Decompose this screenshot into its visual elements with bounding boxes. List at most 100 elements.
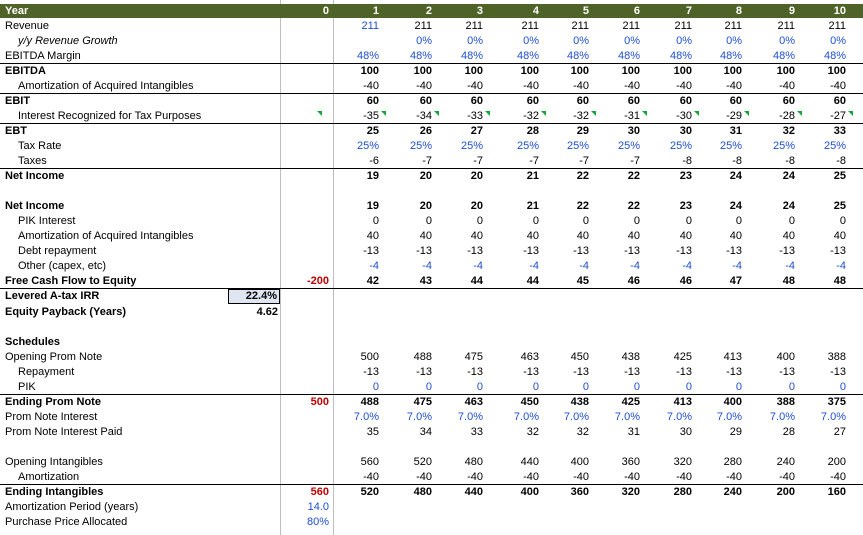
cell-6[interactable]: 22 xyxy=(627,170,640,182)
cell-9[interactable]: 388 xyxy=(776,396,795,408)
year-header-4[interactable]: 4 xyxy=(532,4,539,17)
cell-9[interactable]: -28 xyxy=(779,109,795,122)
cell-9[interactable]: 24 xyxy=(782,170,795,182)
cell-9[interactable]: 32 xyxy=(782,125,795,137)
cell-3[interactable]: -13 xyxy=(467,245,483,257)
cell-1[interactable]: -40 xyxy=(363,79,379,92)
cell-7[interactable]: -4 xyxy=(682,260,692,272)
cell-6[interactable]: -40 xyxy=(624,79,640,92)
cell-3[interactable]: 475 xyxy=(464,351,483,363)
cell-9[interactable]: -4 xyxy=(785,260,795,272)
cell-4[interactable]: -40 xyxy=(523,470,539,483)
cell-3[interactable]: 60 xyxy=(470,95,483,107)
row-label[interactable]: Amortization of Acquired Intangibles xyxy=(18,230,194,242)
cell-7[interactable]: 40 xyxy=(679,230,692,242)
cell-7[interactable]: 0 xyxy=(685,215,692,227)
cell-3[interactable]: 463 xyxy=(464,396,483,408)
cell-8[interactable]: 47 xyxy=(729,274,742,287)
cell-7[interactable]: -13 xyxy=(676,245,692,257)
cell-5[interactable]: 450 xyxy=(570,351,589,363)
row-label[interactable]: Prom Note Interest Paid xyxy=(5,426,123,438)
cell-8[interactable]: 48% xyxy=(719,49,742,62)
row-label[interactable]: Ending Prom Note xyxy=(5,396,101,408)
cell-1[interactable]: 60 xyxy=(366,95,379,107)
cell-8[interactable]: 40 xyxy=(729,230,742,242)
cell-10[interactable]: 25 xyxy=(833,200,846,212)
cell-6[interactable]: 0 xyxy=(633,215,640,227)
cell-8[interactable]: -40 xyxy=(726,470,742,483)
cell-7[interactable]: 100 xyxy=(673,65,692,77)
cell-1[interactable]: 48% xyxy=(356,49,379,62)
cell-7[interactable]: 48% xyxy=(669,49,692,62)
cell-1[interactable]: 0 xyxy=(372,380,379,393)
cell-10[interactable]: -40 xyxy=(830,470,846,483)
year-header-0[interactable]: 0 xyxy=(322,4,329,17)
cell-10[interactable]: 48% xyxy=(823,49,846,62)
cell-4[interactable]: 40 xyxy=(526,230,539,242)
cell-2[interactable]: 0 xyxy=(425,215,432,227)
year-header-6[interactable]: 6 xyxy=(633,4,640,17)
cell-10[interactable]: 0 xyxy=(839,215,846,227)
cell-3[interactable]: 40 xyxy=(470,230,483,242)
cell-6[interactable]: 425 xyxy=(621,396,640,408)
cell-7[interactable]: 60 xyxy=(679,95,692,107)
row-label[interactable]: EBIT xyxy=(5,95,31,107)
cell-2[interactable]: 100 xyxy=(413,65,432,77)
cell-2[interactable]: 0 xyxy=(425,380,432,393)
cell-4[interactable]: 28 xyxy=(526,125,539,137)
cell-3[interactable]: -13 xyxy=(467,366,483,378)
cell-7[interactable]: 23 xyxy=(679,200,692,212)
cell-5[interactable]: 25% xyxy=(566,140,589,152)
cell-5[interactable]: 7.0% xyxy=(563,411,589,423)
cell-6[interactable]: 100 xyxy=(621,65,640,77)
cell-4[interactable]: -40 xyxy=(523,79,539,92)
cell-7[interactable]: 30 xyxy=(679,125,692,137)
row-label[interactable]: Tax Rate xyxy=(18,140,62,152)
cell-10[interactable]: -4 xyxy=(836,260,846,272)
cell-0[interactable]: 500 xyxy=(310,396,329,408)
cell-4[interactable]: 21 xyxy=(526,200,539,212)
row-label[interactable]: Free Cash Flow to Equity xyxy=(5,274,137,287)
cell-10[interactable]: 211 xyxy=(828,20,846,32)
cell-5[interactable]: 45 xyxy=(576,274,589,287)
cell-3[interactable]: 0 xyxy=(476,215,483,227)
cell-2[interactable]: 34 xyxy=(419,426,432,438)
cell-9[interactable]: -13 xyxy=(779,245,795,257)
year-header-9[interactable]: 9 xyxy=(788,4,795,17)
cell-1[interactable]: -40 xyxy=(363,470,379,483)
cell-2[interactable]: 0% xyxy=(416,35,432,47)
cell-6[interactable]: -13 xyxy=(624,245,640,257)
cell-7[interactable]: 320 xyxy=(673,456,692,468)
cell-10[interactable]: 375 xyxy=(827,396,846,408)
cell-10[interactable]: 27 xyxy=(833,426,846,438)
cell-10[interactable]: 48 xyxy=(833,274,846,287)
cell-7[interactable]: -30 xyxy=(676,109,692,122)
cell-2[interactable]: -34 xyxy=(416,109,432,122)
cell-10[interactable]: 200 xyxy=(827,456,846,468)
cell-4[interactable]: 440 xyxy=(520,456,539,468)
cell-10[interactable]: -27 xyxy=(830,109,846,122)
year-header-7[interactable]: 7 xyxy=(685,4,692,17)
cell-5[interactable]: 0 xyxy=(582,215,589,227)
cell-5[interactable]: -7 xyxy=(579,154,589,167)
row-label[interactable]: Amortization Period (years) xyxy=(5,501,139,513)
cell-9[interactable]: -8 xyxy=(785,154,795,167)
cell-6[interactable]: -40 xyxy=(624,470,640,483)
cell-7[interactable]: 211 xyxy=(674,20,692,32)
row-label[interactable]: Taxes xyxy=(18,154,47,167)
cell-5[interactable]: -13 xyxy=(573,245,589,257)
cell-8[interactable]: 31 xyxy=(729,125,742,137)
cell-1[interactable]: 0 xyxy=(372,215,379,227)
cell-3[interactable]: 20 xyxy=(470,170,483,182)
cell-3[interactable]: 440 xyxy=(464,486,483,498)
cell-1[interactable]: -4 xyxy=(369,260,379,272)
cell-9[interactable]: 40 xyxy=(782,230,795,242)
cell-4[interactable]: 100 xyxy=(520,65,539,77)
cell-2[interactable]: 480 xyxy=(413,486,432,498)
cell-9[interactable]: 60 xyxy=(782,95,795,107)
row-label[interactable]: Debt repayment xyxy=(18,245,97,257)
cell-5[interactable]: 438 xyxy=(570,396,589,408)
cell-3[interactable]: 25% xyxy=(460,140,483,152)
cell-10[interactable]: 60 xyxy=(833,95,846,107)
